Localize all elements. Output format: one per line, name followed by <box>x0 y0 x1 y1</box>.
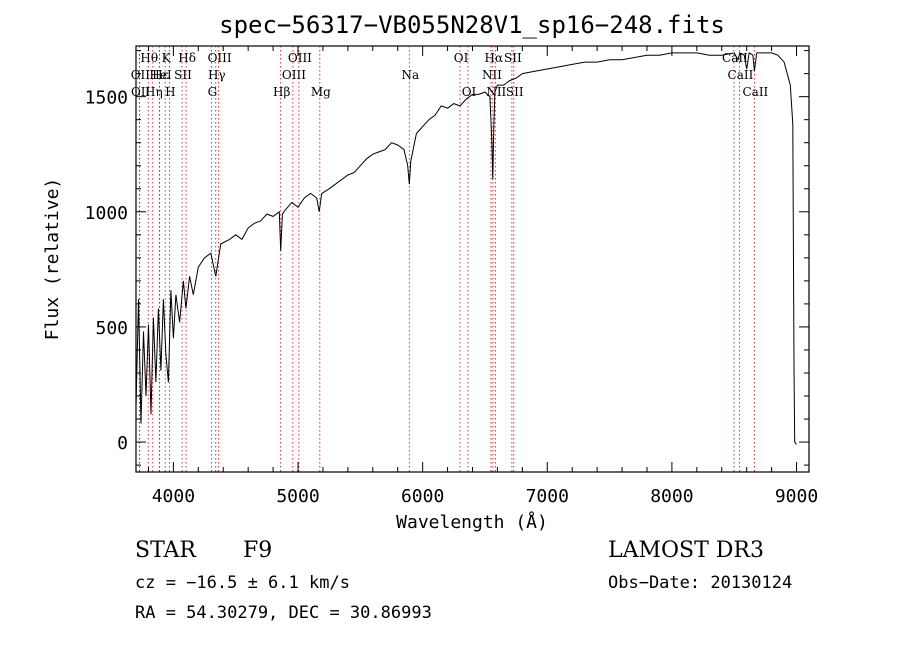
y-tick-label: 0 <box>117 433 128 454</box>
spectral-line-label: Na <box>401 68 419 82</box>
spectral-line-label: SII <box>174 68 192 82</box>
x-tick-label: 7000 <box>526 486 569 507</box>
subclass: F9 <box>243 538 272 563</box>
spectral-line-label: Hθ <box>140 51 158 65</box>
spectral-line-label: Hγ <box>208 68 226 82</box>
y-axis-title: Flux (relative) <box>42 178 63 341</box>
spectral-line-label: HeI <box>149 68 172 82</box>
spectral-line-label: Hδ <box>178 51 196 65</box>
y-tick-label: 500 <box>95 318 128 339</box>
spectral-line-label: SII <box>504 51 522 65</box>
x-tick-label: 9000 <box>775 486 818 507</box>
spectral-line-label: CaII <box>742 85 768 99</box>
survey-name: LAMOST DR3 <box>608 538 764 563</box>
spectral-line-label: OIII <box>282 68 306 82</box>
axis-ticks: 4000 5000 6000 7000 8000 9000 0 500 1000 1500 <box>85 46 819 507</box>
spectral-line-label: OI <box>454 51 469 65</box>
spectral-line-label: SII <box>506 85 524 99</box>
coordinates-readout: RA = 54.30279, DEC = 30.86993 <box>135 603 432 623</box>
spectral-line-label: CaII <box>728 68 754 82</box>
spectrum-line <box>136 53 797 445</box>
spectral-line-label: Hα <box>485 51 504 65</box>
spectral-line-label: G <box>208 85 218 99</box>
spectral-line-label: Hη <box>145 85 163 99</box>
spectral-line-label: NII <box>482 68 502 82</box>
plot-frame <box>136 46 809 472</box>
y-tick-label: 1500 <box>85 88 128 109</box>
spectral-line-label: K <box>162 51 172 65</box>
spectral-line-label: OII <box>131 68 151 82</box>
spectral-line-label: Mg <box>311 85 331 99</box>
y-tick-label: 1000 <box>85 203 128 224</box>
x-tick-label: 8000 <box>650 486 693 507</box>
redshift-readout: cz = −16.5 ± 6.1 km/s <box>135 573 350 593</box>
x-tick-label: 5000 <box>276 486 319 507</box>
object-class: STAR <box>135 538 196 563</box>
spectral-line-label: H <box>165 85 175 99</box>
x-tick-label: 6000 <box>401 486 444 507</box>
spectral-line-label: OIII <box>288 51 312 65</box>
x-axis-title: Wavelength (Å) <box>396 511 548 533</box>
spectral-line-label: Hβ <box>273 85 290 99</box>
chart-title: spec−56317−VB055N28V1_sp16−248.fits <box>219 11 725 39</box>
observation-date: Obs−Date: 20130124 <box>608 573 792 593</box>
x-tick-label: 4000 <box>152 486 195 507</box>
